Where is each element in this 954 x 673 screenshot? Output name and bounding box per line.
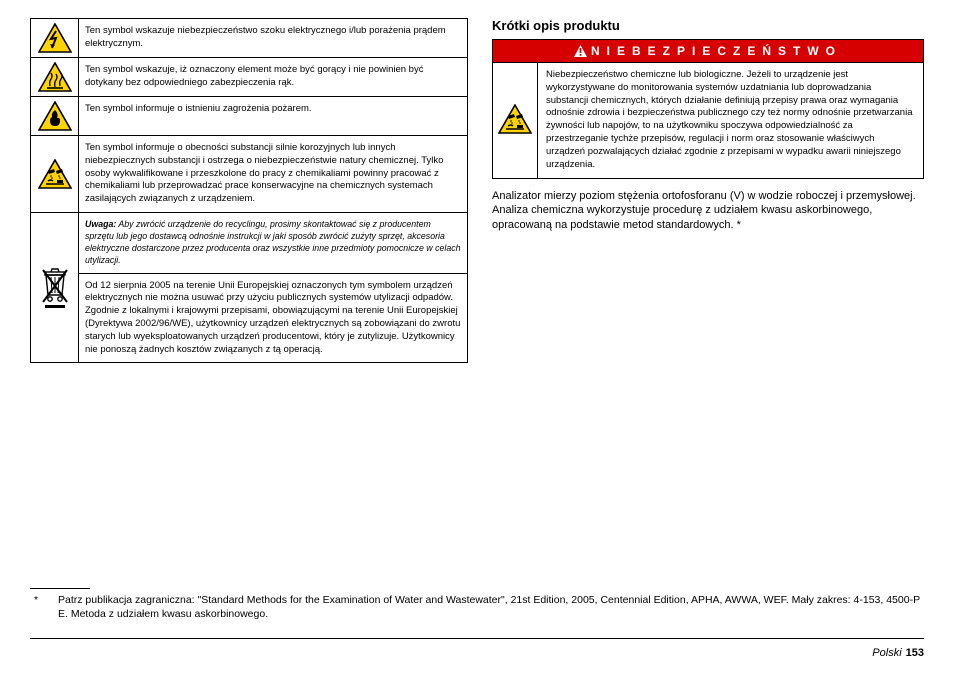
fire-icon-cell [31,97,79,136]
footnote-text: Patrz publikacja zagraniczna: "Standard … [58,594,920,620]
table-row: Od 12 sierpnia 2005 na terenie Unii Euro… [31,273,468,363]
hot-surface-icon [34,62,75,92]
shock-icon-cell [31,19,79,58]
right-column: Krótki opis produktu NIEBEZPIECZEŃSTWO [492,18,924,363]
left-column: Ten symbol wskazuje niebezpieczeństwo sz… [30,18,468,363]
danger-icon-cell [493,63,538,178]
corrosive-icon [34,159,75,189]
row-text: Ten symbol wskazuje niebezpieczeństwo sz… [79,19,468,58]
danger-text: Niebezpieczeństwo chemiczne lub biologic… [538,63,923,178]
table-row: Ten symbol informuje o obecności substan… [31,136,468,213]
section-title: Krótki opis produktu [492,18,924,33]
footer-page: 153 [906,647,924,659]
shock-icon [34,23,75,53]
danger-box: NIEBEZPIECZEŃSTWO [492,39,924,179]
danger-header: NIEBEZPIECZEŃSTWO [493,40,923,63]
note-text: Aby zwrócić urządzenie do recyclingu, pr… [85,219,461,265]
danger-label: NIEBEZPIECZEŃSTWO [591,44,842,58]
row-text: Ten symbol informuje o istnieniu zagroże… [79,97,468,136]
table-row: Ten symbol informuje o istnieniu zagroże… [31,97,468,136]
weee-icon-cell [31,213,79,363]
corrosive-icon [498,104,532,137]
footer-lang: Polski [872,647,901,659]
symbol-table: Ten symbol wskazuje niebezpieczeństwo sz… [30,18,468,363]
row-note: Uwaga: Aby zwrócić urządzenie do recycli… [79,213,468,274]
table-row: Ten symbol wskazuje niebezpieczeństwo sz… [31,19,468,58]
footnote: *Patrz publikacja zagraniczna: "Standard… [30,593,924,621]
row-text: Ten symbol wskazuje, iż oznaczony elemen… [79,58,468,97]
weee-bin-icon [34,266,75,310]
page-number: Polski 153 [872,647,924,659]
row-text: Ten symbol informuje o obecności substan… [79,136,468,213]
row-text: Od 12 sierpnia 2005 na terenie Unii Euro… [79,273,468,363]
hot-icon-cell [31,58,79,97]
fire-icon [34,101,75,131]
table-row: Uwaga: Aby zwrócić urządzenie do recycli… [31,213,468,274]
footnote-block: *Patrz publikacja zagraniczna: "Standard… [30,570,924,621]
corrosive-icon-cell [31,136,79,213]
footnote-separator [30,588,90,589]
body-paragraph: Analizator mierzy poziom stężenia ortofo… [492,189,924,234]
table-row: Ten symbol wskazuje, iż oznaczony elemen… [31,58,468,97]
warning-icon [574,45,587,57]
footnote-marker: * [46,593,58,607]
footer-rule [30,638,924,639]
